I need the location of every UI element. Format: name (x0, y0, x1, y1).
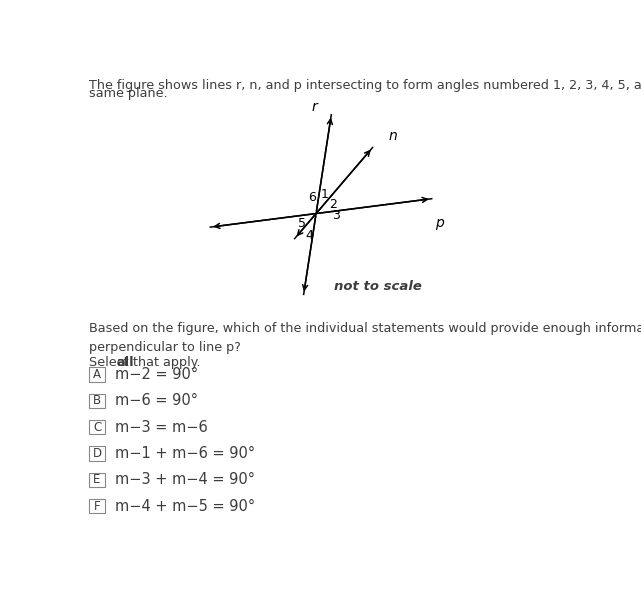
Text: B: B (93, 395, 101, 408)
Text: E: E (94, 474, 101, 487)
Text: F: F (94, 499, 101, 512)
Text: 5: 5 (297, 217, 306, 230)
Text: A: A (93, 368, 101, 381)
Text: all: all (117, 356, 134, 369)
Text: The figure shows lines r, n, and p intersecting to form angles numbered 1, 2, 3,: The figure shows lines r, n, and p inter… (89, 79, 641, 92)
Text: 6: 6 (308, 191, 316, 204)
Text: not to scale: not to scale (334, 280, 422, 293)
FancyBboxPatch shape (89, 472, 105, 487)
Text: m−4 + m−5 = 90°: m−4 + m−5 = 90° (115, 498, 255, 514)
FancyBboxPatch shape (89, 420, 105, 435)
Text: 4: 4 (306, 229, 313, 242)
Text: m−6 = 90°: m−6 = 90° (115, 393, 203, 408)
Text: Select: Select (89, 356, 133, 369)
Text: m−2 = 90°: m−2 = 90° (115, 367, 198, 382)
FancyBboxPatch shape (89, 393, 105, 408)
Text: p: p (435, 216, 444, 230)
Text: same plane.: same plane. (89, 87, 168, 101)
FancyBboxPatch shape (89, 446, 105, 461)
Text: Based on the figure, which of the individual statements would provide enough inf: Based on the figure, which of the indivi… (89, 322, 641, 335)
Text: 1: 1 (321, 188, 329, 201)
Text: perpendicular to line p?: perpendicular to line p? (89, 340, 241, 353)
Text: 2: 2 (329, 198, 337, 211)
Text: n: n (388, 130, 397, 144)
Text: D: D (92, 447, 101, 460)
Text: r: r (312, 100, 317, 114)
Text: 3: 3 (332, 209, 340, 221)
Text: m−3 + m−4 = 90°: m−3 + m−4 = 90° (115, 472, 255, 487)
Text: C: C (93, 421, 101, 434)
Text: that apply.: that apply. (129, 356, 201, 369)
Text: m−1 + m−6 = 90°: m−1 + m−6 = 90° (115, 446, 255, 461)
Text: m−3 = m−6: m−3 = m−6 (115, 419, 208, 435)
FancyBboxPatch shape (89, 368, 105, 382)
FancyBboxPatch shape (89, 499, 105, 514)
